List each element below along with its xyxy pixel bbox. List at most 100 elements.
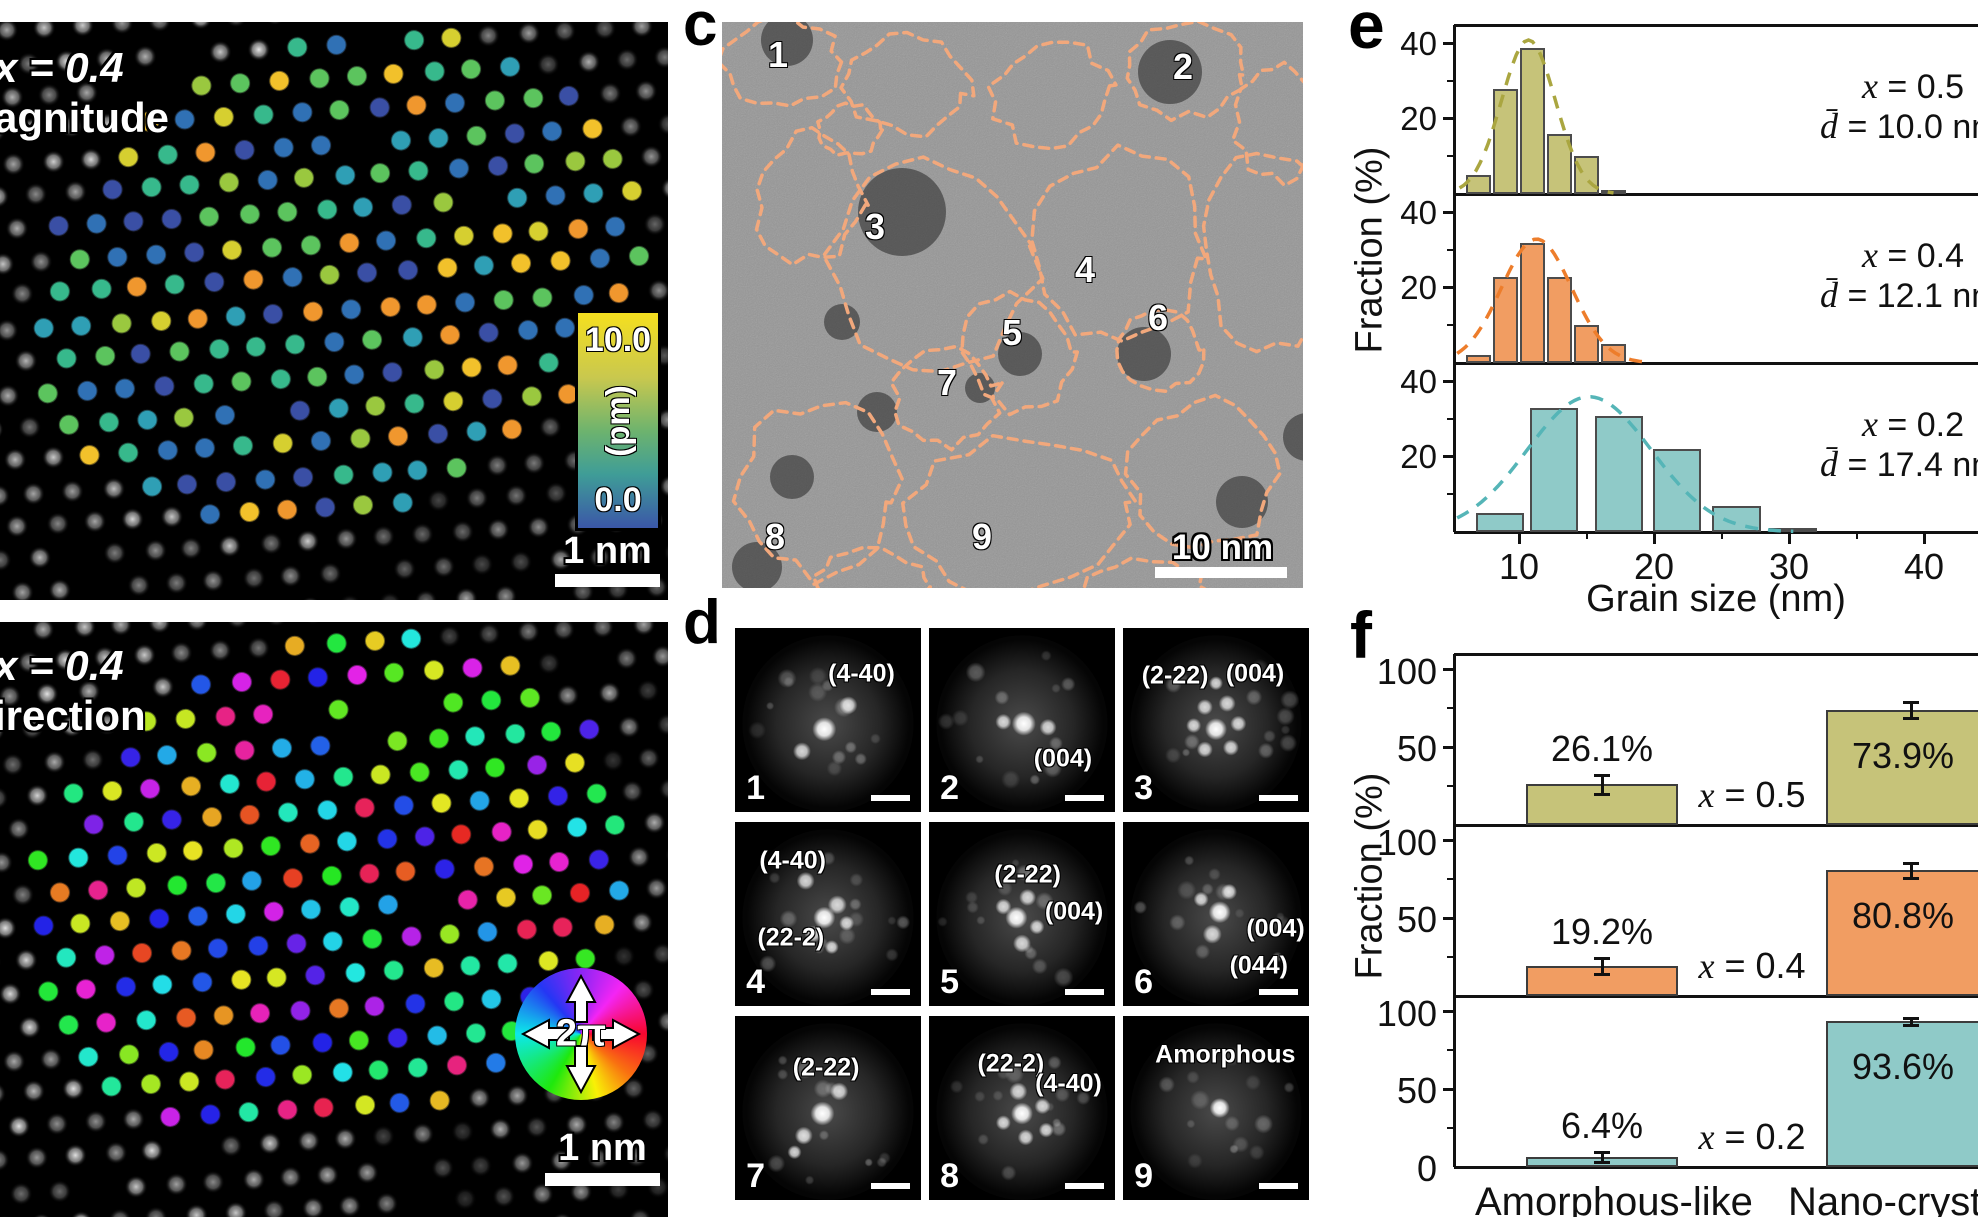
panel-a-scalebar-label: 1 nm	[563, 530, 652, 572]
e-y-major-tick	[1443, 117, 1454, 121]
histogram-bar	[1652, 449, 1702, 532]
e-x-tick-label: 30	[1768, 546, 1810, 587]
diffraction-cell-number: 8	[940, 1157, 960, 1196]
f-y-tick-label: 100	[1376, 650, 1437, 692]
grain-number-labels: 1 2 3 4 5 6 7 8 9	[722, 22, 1303, 588]
histogram-bar	[1600, 344, 1627, 363]
error-bar-cap	[1903, 701, 1919, 705]
diffraction-pattern-cell: (2-22) (004) 3	[1123, 628, 1309, 812]
panel-b-map-type-label: irection	[0, 692, 146, 739]
e-x-axis-title: Grain size (nm)	[1586, 578, 1846, 620]
panel-b-scalebar	[545, 1173, 660, 1186]
diffraction-cell-number: 9	[1134, 1157, 1154, 1196]
error-bar-cap	[1594, 957, 1610, 961]
f-y-tick-label: 100	[1376, 992, 1437, 1034]
e-y-major-tick	[1443, 380, 1454, 384]
diffraction-pattern-cell: (4-40) 1	[735, 628, 921, 812]
colorbar-unit-label: (pm)	[599, 384, 636, 457]
f-y-major-tick	[1443, 745, 1454, 749]
f-frame-hline	[1454, 1166, 1978, 1169]
fraction-bar	[1826, 710, 1978, 825]
e-y-tick-label: 40	[1400, 24, 1437, 62]
diffraction-pattern	[936, 635, 1108, 812]
e-mean-diameter-label: d̄ = 17.4 nm	[1820, 444, 1978, 484]
grain-number-label: 7	[936, 362, 958, 403]
direction-color-wheel: 2π	[515, 968, 647, 1100]
e-y-minor-tick	[1447, 324, 1454, 327]
reflection-index-label: (2-22)	[1141, 661, 1209, 690]
e-x-major-tick	[1922, 532, 1926, 544]
panel-d-letter: d	[683, 588, 721, 657]
e-x-major-tick	[1517, 532, 1521, 544]
reflection-index-label: (2-22)	[994, 860, 1061, 889]
reflection-index-label: (004)	[1225, 659, 1285, 688]
e-series-label: x = 0.4	[1862, 235, 1964, 275]
grain-number-label: 2	[1172, 46, 1194, 87]
f-y-axis-line	[1453, 654, 1456, 1167]
diffraction-scalebar	[870, 1182, 910, 1189]
e-y-major-tick	[1443, 42, 1454, 46]
direction-arrows-icon	[520, 973, 642, 1095]
grain-number-label: 6	[1147, 297, 1169, 338]
error-bar-cap	[1594, 1151, 1610, 1155]
reflection-index-label: (22-2)	[977, 1049, 1045, 1078]
diffraction-pattern-cell: (4-40) (22-2) 4	[735, 822, 921, 1006]
panel-c-scalebar-label: 10 nm	[1171, 528, 1274, 567]
panel-b-stem-direction-image: x = 0.4 irection 2π 1 nm	[0, 622, 668, 1217]
error-bar-cap	[1903, 716, 1919, 720]
e-y-tick-label: 20	[1400, 99, 1437, 137]
f-series-label: x = 0.4	[1698, 945, 1806, 986]
diffraction-pattern	[1130, 1023, 1302, 1200]
diffraction-cell-number: 4	[746, 963, 766, 1002]
diffraction-cell-number: 2	[940, 769, 960, 808]
e-series-label: x = 0.5	[1862, 66, 1964, 106]
histogram-bar	[1492, 276, 1519, 363]
diffraction-pattern	[742, 1023, 914, 1200]
f-y-major-tick	[1443, 839, 1454, 843]
histogram-bar	[1492, 88, 1519, 194]
e-x-tick-label: 10	[1498, 546, 1540, 587]
f-y-minor-tick	[1447, 707, 1454, 710]
histogram-bar	[1546, 276, 1573, 363]
grain-number-label: 1	[767, 34, 789, 75]
f-y-tick-label: 50	[1396, 728, 1437, 770]
grain-number-label: 8	[764, 516, 786, 557]
error-bar-cap	[1594, 1160, 1610, 1164]
reflection-index-label: (004)	[1246, 914, 1305, 943]
histogram-bar	[1529, 408, 1579, 532]
error-bar-cap	[1594, 792, 1610, 796]
phase-range-label: 2π	[555, 1012, 607, 1055]
diffraction-scalebar	[1064, 794, 1104, 801]
e-y-minor-tick	[1447, 80, 1454, 83]
diffraction-scalebar	[870, 988, 910, 995]
e-y-minor-tick	[1447, 493, 1454, 496]
diffraction-pattern-cell: (004) (044) 6	[1123, 822, 1309, 1006]
grain-number-label: 9	[971, 516, 993, 557]
f-category-amorphous-label: Amorphous-like	[1475, 1180, 1753, 1217]
f-y-tick-label: 50	[1396, 899, 1437, 941]
f-series-label: x = 0.2	[1698, 1116, 1806, 1157]
histogram-bar	[1546, 133, 1573, 194]
f-y-tick-label: 100	[1376, 821, 1437, 863]
e-frame-hline	[1454, 193, 1978, 196]
panel-c-letter: c	[683, 0, 718, 59]
e-y-major-tick	[1443, 286, 1454, 290]
f-frame-hline	[1454, 824, 1978, 827]
e-y-tick-label: 20	[1400, 437, 1437, 475]
diffraction-pattern	[1130, 635, 1302, 812]
error-bar	[1600, 1152, 1604, 1162]
e-y-minor-tick	[1447, 418, 1454, 421]
f-y-major-tick	[1443, 668, 1454, 672]
diffraction-pattern	[742, 829, 914, 1006]
f-y-major-tick	[1443, 1010, 1454, 1014]
histogram-bar	[1594, 415, 1644, 532]
diffraction-pattern-cell: (004) 2	[929, 628, 1115, 812]
f-frame-hline	[1454, 995, 1978, 998]
grain-number-label: 5	[1001, 312, 1023, 353]
diffraction-pattern-cell: (22-2) (4-40) 8	[929, 1016, 1115, 1200]
grain-number-label: 3	[864, 206, 886, 247]
panel-c-scalebar	[1155, 567, 1287, 578]
error-bar-cap	[1903, 1017, 1919, 1021]
error-bar-cap	[1594, 972, 1610, 976]
panel-a-composition-label: x = 0.4	[0, 44, 124, 91]
